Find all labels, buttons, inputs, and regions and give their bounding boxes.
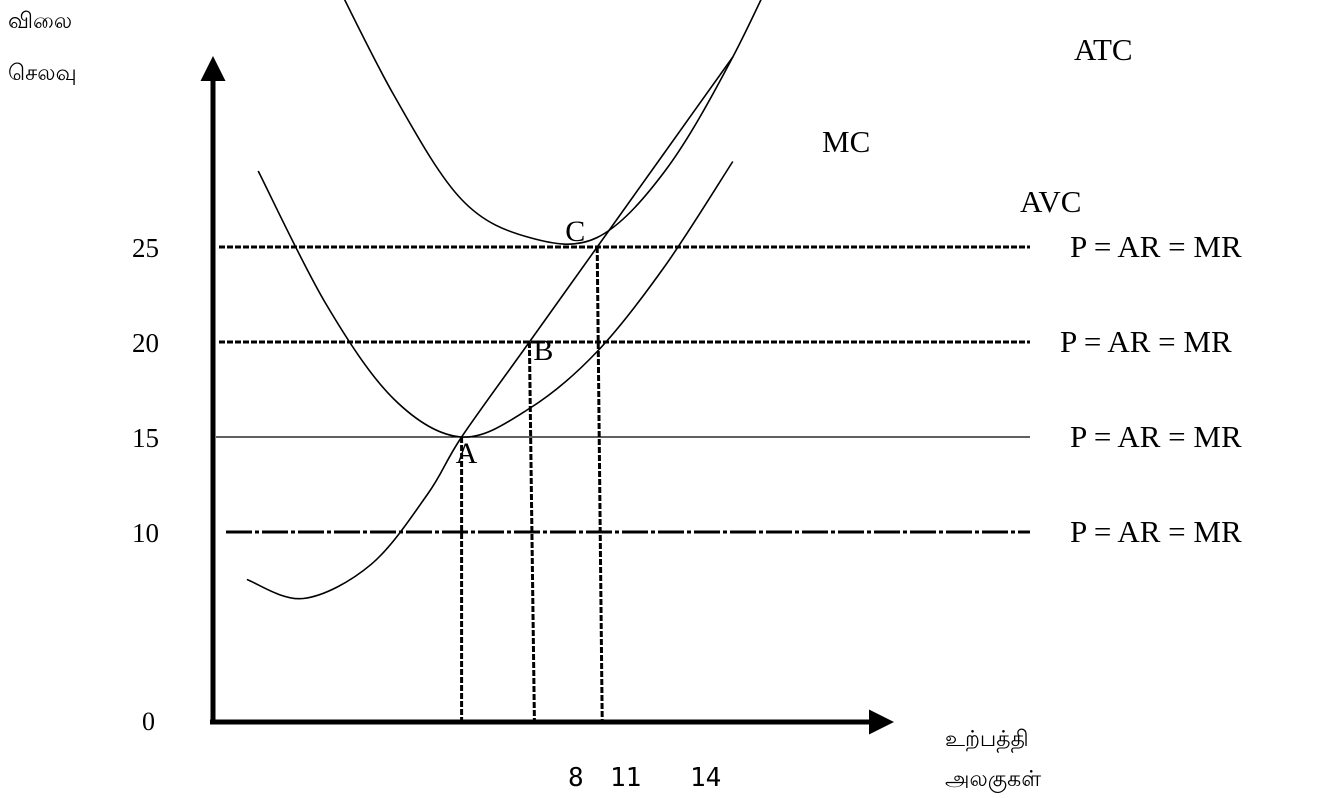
labels-layer: P = AR = MR 25 P = AR = MR 20 P = AR = MR 15 P… [132, 32, 1242, 793]
point-label-C: C [565, 215, 585, 248]
curve-atc [343, 0, 762, 245]
y-tick-label-15: 15 [132, 423, 159, 453]
x-axis-label-line-1: உற்பத்தி [945, 727, 1029, 753]
x-tick-label-14: 14 [690, 763, 721, 793]
curve-label-avc: AVC [1020, 184, 1081, 219]
x-axis-label-line-2: அலகுகள் [945, 767, 1041, 793]
drop-line-B [527, 341, 536, 721]
cost-curves-layer [246, 0, 762, 600]
x-tick-label-8: 8 [568, 763, 584, 793]
origin-label: 0 [142, 707, 155, 736]
y-axis-label-line-1: விலை [8, 9, 72, 34]
y-tick-label-25: 25 [132, 233, 159, 263]
price-line-label-10: P = AR = MR [1070, 514, 1242, 549]
curve-avc [257, 161, 734, 438]
point-label-A: A [456, 437, 478, 470]
curve-label-mc: MC [822, 124, 870, 159]
y-tick-label-10: 10 [132, 518, 159, 548]
curve-label-atc: ATC [1074, 32, 1133, 67]
price-line-label-15: P = AR = MR [1070, 419, 1242, 454]
drop-line-C [595, 246, 604, 721]
y-tick-label-20: 20 [132, 328, 159, 358]
x-tick-label-11: 11 [610, 763, 641, 793]
point-label-B: B [533, 334, 553, 367]
y-axis-label-line-2: செலவு [8, 61, 77, 86]
price-line-label-25: P = AR = MR [1070, 229, 1242, 264]
vertical-drop-lines-layer [460, 246, 604, 721]
price-lines-layer [216, 245, 1030, 534]
curve-mc [246, 56, 734, 600]
price-line-label-20: P = AR = MR [1060, 324, 1232, 359]
